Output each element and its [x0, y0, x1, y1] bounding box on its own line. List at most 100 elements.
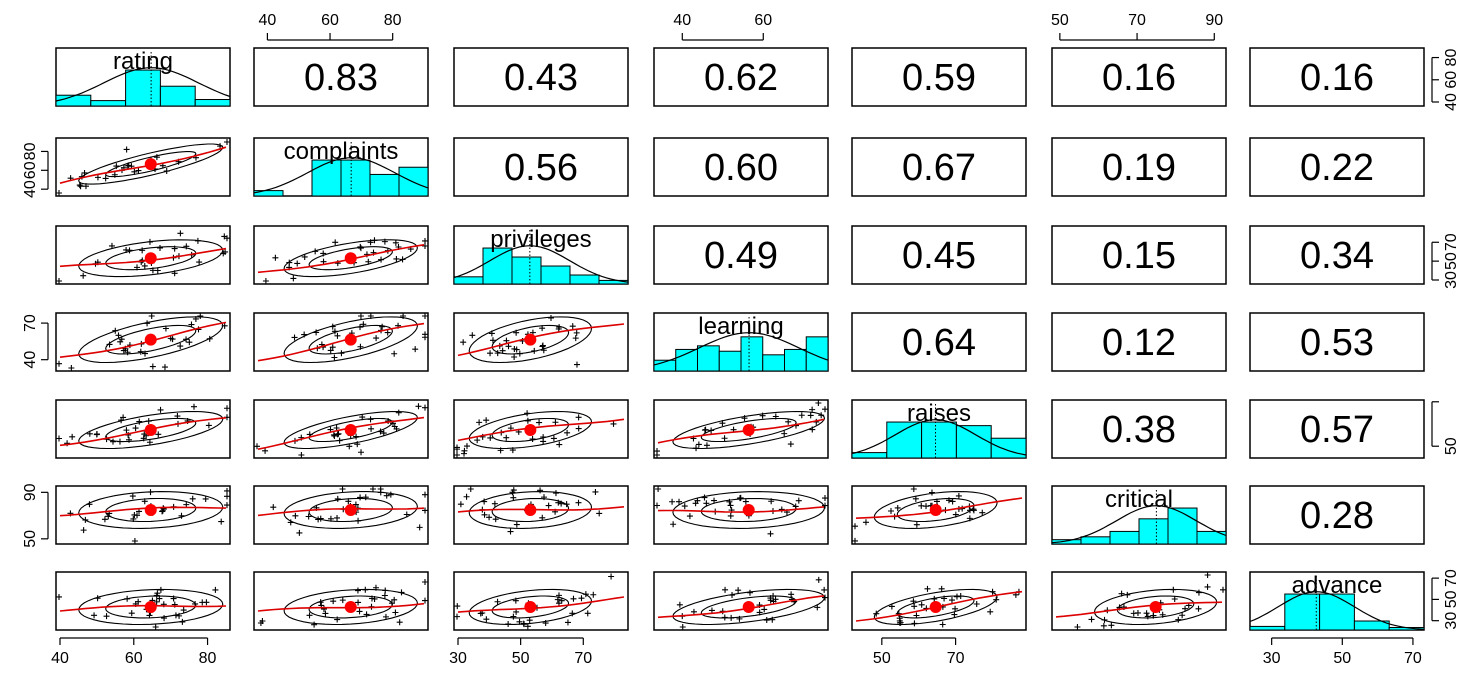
- scatter-point: [154, 267, 161, 274]
- histogram-bar: [805, 336, 829, 372]
- scatter-point: [334, 514, 341, 521]
- scatter-point: [146, 439, 153, 446]
- scatter-point: [177, 343, 184, 350]
- histogram-bar: [453, 276, 484, 285]
- scatter-point: [655, 486, 662, 492]
- scatter-point: [499, 347, 506, 354]
- scatter-point: [272, 254, 279, 261]
- mean-point: [524, 333, 537, 346]
- scatter-point: [205, 422, 212, 429]
- scatter-point: [492, 516, 499, 523]
- scatter-point: [767, 530, 774, 537]
- scatter-point: [223, 502, 230, 509]
- scatter-point: [396, 619, 403, 626]
- scatter-point: [331, 432, 338, 439]
- scatter-point: [1108, 622, 1115, 629]
- panel-rating-rating: rating: [55, 47, 231, 107]
- scatter-point: [135, 598, 142, 605]
- panel-privileges-critical: 0.15: [1051, 225, 1227, 285]
- scatter-point: [141, 262, 148, 269]
- scatter-point: [1204, 583, 1211, 590]
- axis-tick-label: 50: [873, 650, 891, 667]
- correlation-ellipse: [105, 595, 197, 619]
- scatter-point: [584, 610, 591, 617]
- axis-tick-label: 50: [1333, 650, 1351, 667]
- scatter-point: [711, 497, 718, 504]
- scatter-point: [94, 174, 101, 181]
- correlation-value: 0.53: [1300, 322, 1374, 364]
- scatter-point: [395, 409, 402, 416]
- scatter-point: [463, 493, 470, 500]
- scatter-point: [507, 528, 514, 535]
- mean-point: [344, 504, 357, 516]
- scatter-point: [339, 486, 346, 492]
- axis-tick-label: 70: [574, 650, 592, 667]
- scatter-point: [722, 586, 729, 593]
- scatter-point: [422, 334, 428, 341]
- scatter-point: [221, 233, 228, 240]
- panel-rating-learning: 0.62: [653, 47, 829, 107]
- scatter-point: [335, 430, 342, 437]
- axis-tick-label: 50: [1051, 12, 1069, 29]
- scatter-point: [1220, 586, 1226, 593]
- scatter-point: [157, 406, 164, 413]
- scatter-point: [503, 434, 510, 441]
- correlation-value: 0.43: [504, 57, 578, 99]
- panel-privileges-raises: 0.45: [851, 225, 1027, 285]
- correlation-value: 0.22: [1300, 147, 1374, 189]
- scatter-point: [552, 419, 559, 426]
- loess-smooth-line: [257, 416, 425, 450]
- loess-smooth-line: [59, 506, 227, 517]
- mean-point: [929, 600, 942, 613]
- scatter-point: [510, 613, 517, 620]
- scatter-point: [703, 500, 710, 507]
- scatter-point: [68, 365, 75, 371]
- scatter-point: [178, 512, 185, 519]
- panel-complaints-privileges: 0.56: [453, 137, 629, 197]
- panel-advance-learning: [653, 571, 829, 631]
- scatter-point: [694, 497, 701, 504]
- variable-name-label: privileges: [490, 226, 591, 253]
- scatter-point: [928, 489, 935, 496]
- panel-frame: [453, 312, 629, 372]
- scatter-point: [152, 624, 159, 630]
- scatter-point: [298, 452, 305, 458]
- scatter-point: [489, 337, 496, 344]
- scatter-point: [306, 612, 313, 619]
- scatter-point: [391, 596, 398, 603]
- panel-frame: [653, 225, 829, 285]
- scatter-point: [132, 425, 139, 432]
- scatter-point: [552, 490, 559, 497]
- histogram-bar: [784, 348, 807, 372]
- mean-point: [344, 424, 357, 436]
- histogram-bar: [1353, 620, 1390, 631]
- panel-privileges-privileges: privileges: [453, 225, 629, 285]
- scatter-point: [536, 419, 543, 426]
- scatter-point: [787, 441, 794, 448]
- scatter-point: [676, 601, 683, 608]
- scatter-point: [695, 441, 702, 448]
- scatter-point: [763, 617, 770, 624]
- correlation-value: 0.67: [902, 147, 976, 189]
- mean-point: [742, 504, 755, 516]
- correlation-value: 0.38: [1102, 409, 1176, 451]
- axis-tick-label: 80: [22, 142, 39, 160]
- axis-tick-label: 70: [1443, 569, 1460, 587]
- scatter-point: [126, 247, 133, 254]
- scatter-point: [1143, 610, 1150, 617]
- panel-frame: [1249, 485, 1425, 545]
- scatter-point: [923, 503, 930, 510]
- panel-frame: [653, 485, 829, 545]
- scatter-point: [570, 595, 577, 602]
- scatter-point: [487, 350, 494, 357]
- scatter-point: [555, 325, 562, 332]
- scatter-point: [767, 597, 774, 604]
- scatter-point: [415, 403, 422, 410]
- scatter-point: [463, 443, 470, 450]
- histogram-bar: [851, 452, 888, 459]
- panel-complaints-raises: 0.67: [851, 137, 1027, 197]
- correlation-ellipse: [672, 491, 826, 529]
- loess-smooth-line: [257, 602, 425, 612]
- scatter-point: [654, 502, 660, 509]
- scatter-point: [735, 587, 742, 594]
